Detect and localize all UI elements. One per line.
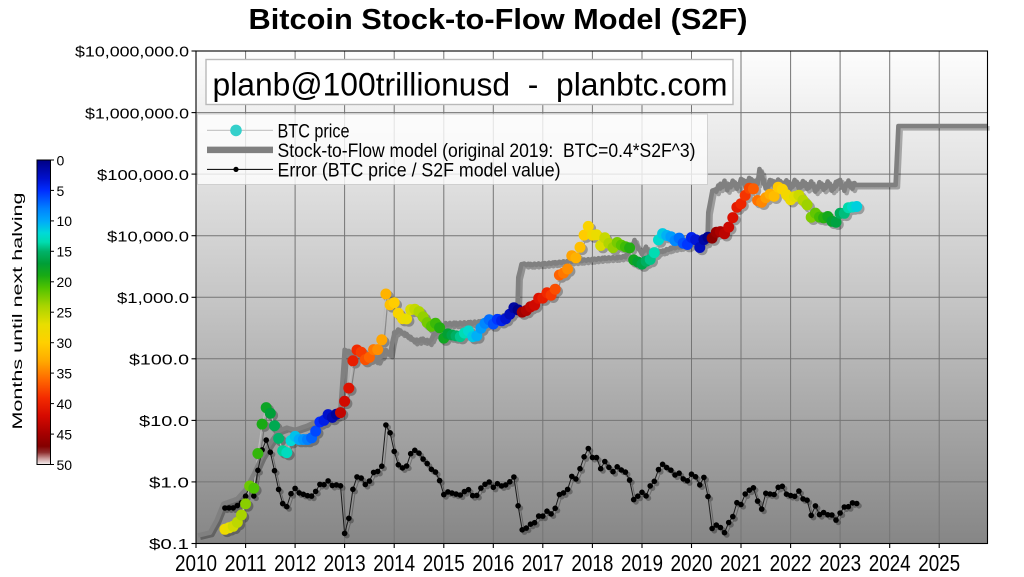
svg-text:2015: 2015	[423, 550, 465, 576]
svg-text:Stock-to-Flow model (original: Stock-to-Flow model (original 2019: BTC=…	[278, 141, 696, 162]
svg-text:2013: 2013	[324, 550, 366, 576]
svg-text:$10.0: $10.0	[139, 413, 189, 430]
svg-text:2017: 2017	[522, 550, 564, 576]
svg-text:Error (BTC price / S2F model v: Error (BTC price / S2F model value)	[278, 160, 561, 181]
svg-text:$1,000,000.0: $1,000,000.0	[85, 105, 189, 122]
svg-text:35: 35	[57, 365, 73, 381]
svg-text:2016: 2016	[472, 550, 514, 576]
svg-text:2025: 2025	[918, 550, 960, 576]
svg-text:2010: 2010	[175, 550, 217, 576]
svg-text:40: 40	[57, 396, 73, 412]
svg-text:Bitcoin Stock-to-Flow Model (S: Bitcoin Stock-to-Flow Model (S2F)	[249, 4, 748, 36]
svg-text:$10,000.0: $10,000.0	[107, 228, 189, 245]
svg-text:45: 45	[57, 426, 73, 442]
svg-text:2020: 2020	[671, 550, 713, 576]
svg-text:2023: 2023	[819, 550, 861, 576]
svg-text:2014: 2014	[373, 550, 415, 576]
svg-text:2019: 2019	[621, 550, 663, 576]
svg-text:BTC price: BTC price	[278, 121, 350, 142]
svg-text:50: 50	[57, 457, 73, 473]
svg-text:2011: 2011	[225, 550, 267, 576]
svg-text:25: 25	[57, 305, 73, 321]
svg-text:$100,000.0: $100,000.0	[97, 167, 189, 184]
svg-text:$0.1: $0.1	[149, 536, 189, 553]
svg-text:10: 10	[57, 213, 73, 229]
svg-text:2024: 2024	[869, 550, 911, 576]
svg-text:2012: 2012	[274, 550, 316, 576]
svg-text:20: 20	[57, 274, 73, 290]
svg-text:Months until next halving: Months until next halving	[9, 193, 25, 430]
svg-text:2018: 2018	[571, 550, 613, 576]
svg-text:5: 5	[57, 183, 65, 199]
svg-text:planb@100trillionusd - planb: planb@100trillionusd - planbtc.com	[213, 67, 728, 103]
svg-text:$1,000.0: $1,000.0	[117, 290, 189, 307]
svg-text:15: 15	[57, 244, 73, 260]
svg-text:2022: 2022	[770, 550, 812, 576]
svg-text:2021: 2021	[720, 550, 762, 576]
svg-text:$1.0: $1.0	[149, 475, 189, 492]
svg-text:0: 0	[57, 152, 65, 168]
svg-text:$10,000,000.0: $10,000,000.0	[75, 44, 189, 61]
svg-text:$100.0: $100.0	[129, 352, 189, 369]
svg-text:30: 30	[57, 335, 73, 351]
